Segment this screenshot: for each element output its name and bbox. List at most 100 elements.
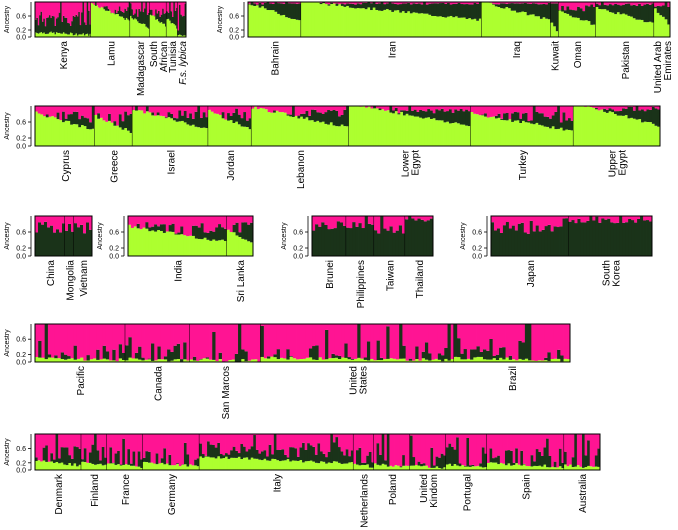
bar-segment-dark bbox=[157, 346, 162, 360]
bar-segment-dark bbox=[587, 440, 591, 466]
bar-segment-green bbox=[436, 16, 440, 37]
bar-segment-green bbox=[200, 127, 204, 146]
bar-segment-dark bbox=[561, 462, 565, 469]
bar-segment-pink bbox=[191, 434, 195, 466]
bar-segment-green bbox=[268, 460, 272, 470]
bar-segment-green bbox=[597, 466, 601, 470]
bar-segment-green bbox=[196, 466, 200, 470]
bar-segment-green bbox=[241, 238, 245, 256]
bar-segment-green bbox=[163, 23, 166, 37]
bar-segment-green bbox=[254, 359, 258, 362]
group-label: Portugal bbox=[463, 474, 474, 511]
bar-segment-green bbox=[471, 466, 475, 470]
bar-segment-pink bbox=[532, 216, 537, 232]
bar-segment-pink bbox=[435, 106, 439, 110]
bar-segment-dark bbox=[72, 111, 76, 125]
bar-segment-pink bbox=[165, 216, 170, 232]
bar-segment-green bbox=[163, 359, 168, 362]
bar-segment-dark bbox=[218, 224, 222, 241]
bar-segment-dark bbox=[340, 451, 344, 464]
bar-segment-pink bbox=[212, 324, 216, 332]
bar-segment-pink bbox=[376, 434, 380, 444]
bar-segment-pink bbox=[443, 106, 447, 112]
bar-segment-pink bbox=[40, 106, 44, 115]
bar-segment-dark bbox=[83, 448, 87, 463]
bar-segment-dark bbox=[556, 227, 560, 256]
bar-segment-pink bbox=[622, 216, 626, 223]
bar-segment-pink bbox=[183, 106, 187, 111]
bar-segment-pink bbox=[180, 216, 184, 227]
bar-segment-pink bbox=[440, 434, 444, 454]
bar-segment-green bbox=[492, 116, 496, 146]
bar-segment-dark bbox=[117, 10, 120, 15]
bar-segment-pink bbox=[325, 434, 329, 458]
bar-segment-pink bbox=[50, 434, 54, 454]
group-united-arab-emirates bbox=[654, 2, 671, 38]
bar-segment-green bbox=[142, 23, 145, 37]
bar-segment-dark bbox=[651, 3, 655, 23]
bar-segment-green bbox=[228, 360, 232, 362]
bar-segment-dark bbox=[401, 233, 406, 256]
bar-segment-pink bbox=[230, 434, 234, 451]
bar-segment-pink bbox=[476, 324, 481, 347]
bar-segment-pink bbox=[319, 106, 323, 113]
bar-segment-dark bbox=[101, 446, 105, 466]
bar-segment-dark bbox=[253, 3, 257, 6]
bar-segment-dark bbox=[191, 225, 196, 236]
bar-segment-green bbox=[151, 230, 155, 256]
bar-segment-pink bbox=[124, 434, 128, 465]
bar-segment-pink bbox=[361, 434, 365, 463]
bar-segment-dark bbox=[521, 342, 526, 360]
bar-segment-pink bbox=[257, 324, 261, 362]
bar-segment-green bbox=[68, 462, 72, 470]
bar-segment-green bbox=[594, 466, 598, 470]
bar-segment-green bbox=[48, 32, 51, 37]
bar-segment-green bbox=[492, 462, 496, 470]
bar-segment-dark bbox=[40, 11, 43, 33]
bar-segment-pink bbox=[116, 106, 120, 126]
bar-segment-pink bbox=[105, 106, 109, 122]
bar-segment-dark bbox=[312, 346, 316, 360]
bar-segment-pink bbox=[142, 216, 146, 228]
group-united-states bbox=[260, 324, 455, 362]
bar-segment-pink bbox=[189, 324, 194, 360]
bar-segment-green bbox=[380, 10, 384, 37]
bar-segment-pink bbox=[460, 2, 464, 5]
bar-segment-pink bbox=[589, 106, 593, 108]
bar-segment-dark bbox=[481, 447, 485, 468]
bar-segment-dark bbox=[43, 18, 46, 33]
bar-segment-pink bbox=[577, 2, 581, 7]
bar-segment-dark bbox=[94, 434, 98, 465]
group-israel bbox=[132, 106, 209, 146]
bar-segment-pink bbox=[515, 324, 519, 361]
bar-segment-dark bbox=[654, 6, 658, 9]
bar-segment-dark bbox=[358, 447, 362, 466]
bar-segment-pink bbox=[614, 2, 618, 4]
bar-segment-pink bbox=[370, 216, 375, 225]
bar-segment-green bbox=[394, 111, 398, 146]
bar-segment-green bbox=[324, 123, 328, 146]
bar-segment-dark bbox=[356, 3, 360, 9]
bar-segment-green bbox=[289, 461, 293, 470]
bar-segment-dark bbox=[654, 108, 658, 126]
bar-segment-dark bbox=[441, 3, 445, 17]
bar-segment-dark bbox=[570, 120, 574, 131]
bar-segment-pink bbox=[47, 434, 51, 462]
group-philippines bbox=[346, 216, 375, 256]
bar-segment-green bbox=[448, 123, 453, 146]
bar-segment-green bbox=[310, 120, 315, 146]
bar-segment-pink bbox=[478, 106, 482, 116]
bar-segment-dark bbox=[605, 109, 609, 113]
bar-segment-dark bbox=[362, 2, 366, 9]
bar-segment-dark bbox=[248, 118, 252, 130]
bar-segment-pink bbox=[291, 434, 295, 448]
bar-segment-pink bbox=[516, 106, 520, 113]
bar-segment-pink bbox=[253, 2, 257, 4]
panel-border bbox=[311, 215, 434, 257]
bar-segment-green bbox=[587, 465, 591, 470]
bar-segment-dark bbox=[544, 226, 549, 256]
bar-segment-pink bbox=[314, 434, 318, 455]
bar-segment-dark bbox=[499, 347, 503, 358]
bar-segment-pink bbox=[553, 216, 557, 227]
bar-segment-pink bbox=[530, 434, 534, 456]
